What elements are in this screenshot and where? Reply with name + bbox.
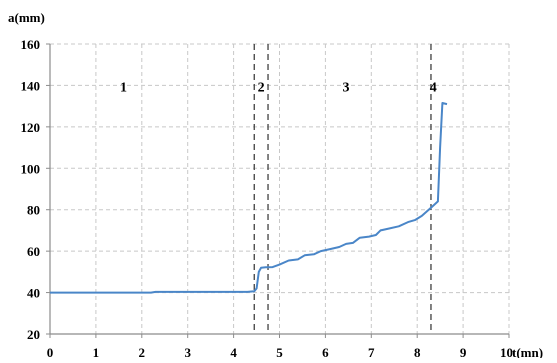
y-axis-label: a(mm) (8, 10, 45, 25)
x-tick-label: 0 (47, 345, 54, 358)
y-tick-label: 160 (21, 37, 41, 52)
x-tick-label: 1 (93, 345, 100, 358)
series-line (50, 102, 448, 294)
y-tick-label: 80 (27, 203, 40, 218)
x-tick-label: 6 (322, 345, 329, 358)
axes (46, 43, 510, 338)
x-axis-label: t(mn) (512, 345, 543, 358)
y-tick-label: 40 (27, 286, 40, 301)
x-tick-label: 4 (230, 345, 237, 358)
series (50, 102, 448, 294)
x-tick-label: 10 (500, 345, 513, 358)
y-tick-label: 140 (21, 78, 41, 93)
y-tick-label: 60 (27, 244, 40, 259)
grid-lines (50, 43, 510, 334)
region-label: 1 (120, 81, 127, 96)
region-label: 2 (258, 81, 265, 96)
region-label: 3 (343, 81, 350, 96)
region-dividers (253, 44, 432, 334)
x-tick-label: 2 (139, 345, 146, 358)
x-tick-label: 3 (184, 345, 191, 358)
tick-labels: 20 40 60 80 100 120 140 160 0 1 2 3 4 5 6 7 8 9 10 (21, 37, 514, 360)
y-tick-label: 20 (27, 327, 40, 342)
x-tick-label: 7 (368, 345, 375, 358)
region-labels: 1 2 3 4 (120, 81, 437, 96)
y-tick-label: 100 (21, 161, 41, 176)
x-tick-label: 5 (276, 345, 283, 358)
region-label: 4 (430, 81, 437, 96)
x-tick-label: 8 (414, 345, 421, 358)
x-tick-label: 9 (460, 345, 467, 358)
y-tick-label: 120 (21, 120, 41, 135)
